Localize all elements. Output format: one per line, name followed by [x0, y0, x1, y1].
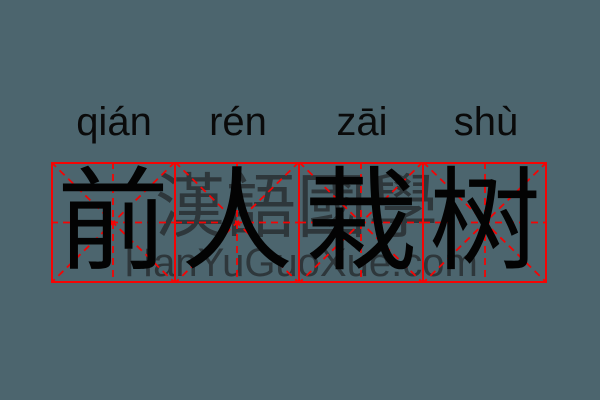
hanzi-character-1: 前	[57, 157, 169, 287]
hanzi-character-3: 栽	[305, 157, 417, 287]
watermark-site-text: HanYuGuoXue.com	[124, 241, 478, 285]
pinyin-row: qián rén zāi shù	[0, 0, 600, 144]
grid-guidelines	[51, 162, 547, 283]
pinyin-syllable-4: shù	[453, 100, 519, 144]
pinyin-syllable-1: qián	[76, 100, 152, 144]
watermark-hanzi-text: 漢語國學	[155, 166, 439, 248]
pinyin-syllable-2: rén	[209, 100, 267, 144]
hanzi-character-4: 树	[429, 157, 541, 287]
pinyin-syllable-3: zāi	[336, 100, 388, 144]
practice-grid: 前 人 栽 树	[51, 162, 547, 283]
hanzi-character-2: 人	[181, 157, 293, 287]
